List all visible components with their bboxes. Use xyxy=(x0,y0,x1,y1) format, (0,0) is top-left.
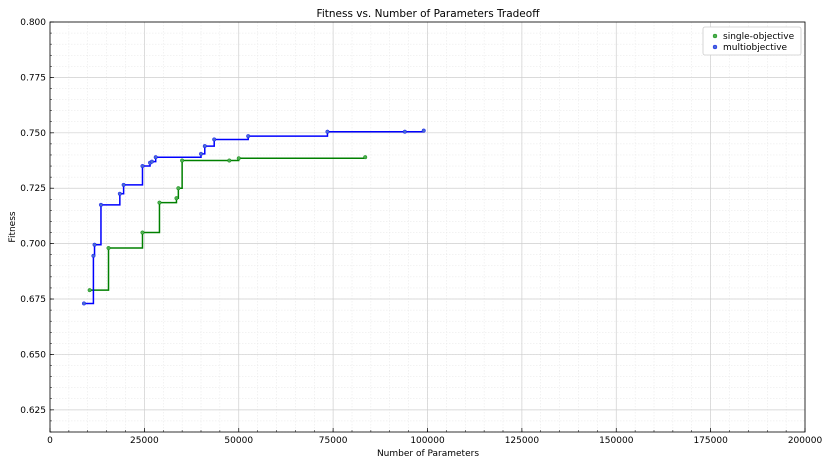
y-tick-label: 0.750 xyxy=(20,129,46,139)
data-point-multiobjective xyxy=(98,202,103,207)
data-point-multiobjective xyxy=(198,151,203,156)
x-tick-label: 125000 xyxy=(505,436,540,446)
axis-ticks xyxy=(49,21,806,433)
data-point-multiobjective xyxy=(402,129,407,134)
series-multiobjective xyxy=(81,128,426,306)
x-tick-label: 50000 xyxy=(224,436,253,446)
data-point-multiobjective xyxy=(117,191,122,196)
data-point-single-objective xyxy=(227,158,232,163)
data-point-multiobjective xyxy=(246,134,251,139)
x-tick-label: 0 xyxy=(47,436,53,446)
chart-title: Fitness vs. Number of Parameters Tradeof… xyxy=(317,8,541,20)
y-axis-title: Fitness xyxy=(8,211,18,242)
data-point-single-objective xyxy=(157,200,162,205)
data-point-single-objective xyxy=(363,155,368,160)
x-tick-label: 75000 xyxy=(319,436,348,446)
data-point-single-objective xyxy=(106,246,111,251)
data-point-single-objective xyxy=(140,230,145,235)
data-point-multiobjective xyxy=(153,155,158,160)
x-tick-labels: 0 25000 50000 75000 100000 125000 150000 175000… xyxy=(47,436,822,446)
data-point-multiobjective xyxy=(91,253,96,258)
x-tick-label: 100000 xyxy=(410,436,445,446)
data-point-single-objective xyxy=(176,186,181,191)
data-point-multiobjective xyxy=(140,164,145,169)
series-line-multiobjective xyxy=(83,130,425,305)
legend-marker-single-objective xyxy=(712,33,718,39)
x-tick-label: 175000 xyxy=(693,436,728,446)
y-tick-label: 0.800 xyxy=(20,18,46,28)
y-tick-label: 0.650 xyxy=(20,350,46,360)
data-point-single-objective xyxy=(87,288,92,293)
data-point-single-objective xyxy=(174,196,179,201)
y-tick-label: 0.725 xyxy=(20,184,46,194)
x-tick-label: 150000 xyxy=(599,436,634,446)
y-tick-labels: 0.625 0.650 0.675 0.700 0.725 0.750 0.775 0.800 xyxy=(20,18,46,416)
legend-box xyxy=(702,26,802,56)
data-point-multiobjective xyxy=(121,182,126,187)
y-tick-label: 0.625 xyxy=(20,406,46,416)
legend-label-single-objective: single-objective xyxy=(723,32,795,42)
data-point-multiobjective xyxy=(92,242,97,247)
data-point-single-objective xyxy=(180,158,185,163)
data-point-multiobjective xyxy=(325,129,330,134)
x-tick-label: 200000 xyxy=(788,436,823,446)
series-layer xyxy=(81,128,426,306)
y-tick-label: 0.775 xyxy=(20,73,46,83)
y-tick-label: 0.675 xyxy=(20,295,46,305)
data-point-single-objective xyxy=(236,156,241,161)
legend-label-multiobjective: multiobjective xyxy=(723,43,788,53)
data-point-multiobjective xyxy=(202,144,207,149)
x-axis-title: Number of Parameters xyxy=(377,449,479,459)
data-point-multiobjective xyxy=(81,301,86,306)
data-point-multiobjective xyxy=(149,159,154,164)
legend-marker-multiobjective xyxy=(712,44,718,50)
y-tick-label: 0.700 xyxy=(20,240,46,250)
series-single-objective xyxy=(87,155,368,293)
x-tick-label: 25000 xyxy=(130,436,159,446)
data-point-multiobjective xyxy=(212,137,217,142)
data-point-multiobjective xyxy=(421,128,426,133)
